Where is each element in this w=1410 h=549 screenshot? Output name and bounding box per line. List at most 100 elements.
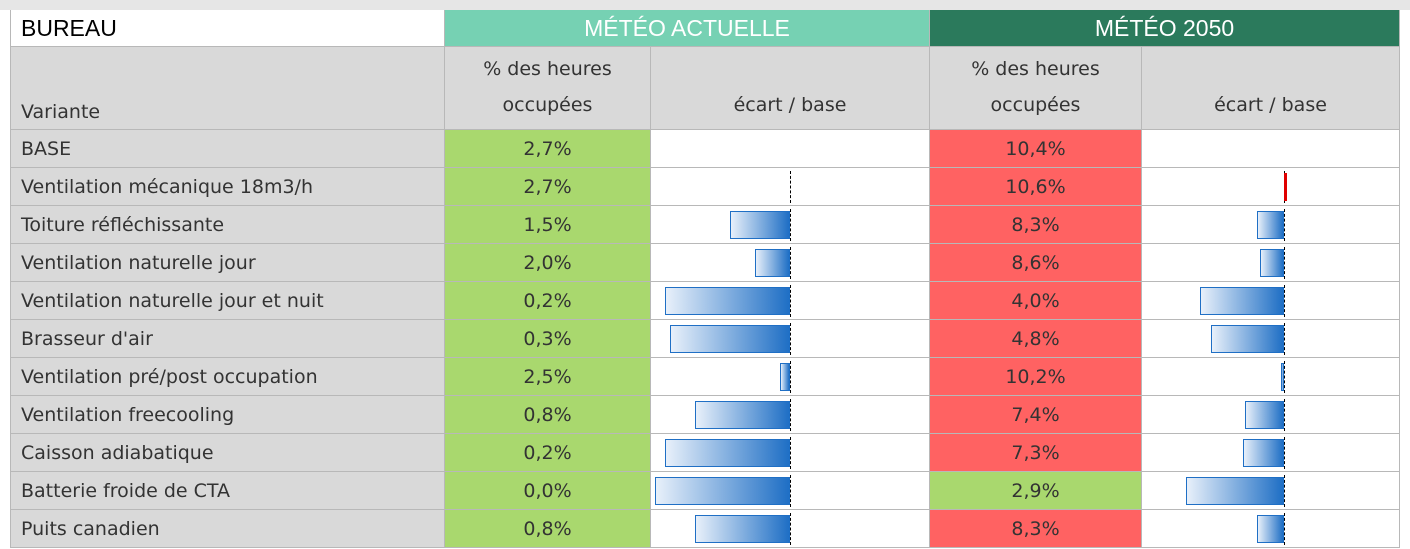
axis-line [1284, 513, 1285, 545]
ecart-cell [1142, 130, 1400, 168]
data-bar [670, 325, 790, 353]
percent-cell: 8,3% [930, 206, 1142, 244]
percent-cell: 4,8% [930, 320, 1142, 358]
ecart-cell [651, 510, 930, 548]
data-bar [1260, 249, 1284, 277]
axis-line [1284, 475, 1285, 507]
ecart-cell [651, 282, 930, 320]
column-header-line: écart / base [1214, 94, 1327, 116]
ecart-cell [1142, 510, 1400, 548]
title-cell: BUREAU [10, 10, 445, 47]
ecart-cell [1142, 472, 1400, 510]
axis-line [790, 475, 791, 507]
ecart-cell [651, 434, 930, 472]
variante-cell: Batterie froide de CTA [10, 472, 445, 510]
ecart-cell [1142, 282, 1400, 320]
column-header: écart / base [1142, 47, 1400, 130]
percent-cell: 2,0% [445, 244, 651, 282]
percent-cell: 1,5% [445, 206, 651, 244]
axis-line [1284, 323, 1285, 355]
percent-cell: 0,2% [445, 434, 651, 472]
data-bar [1281, 363, 1284, 391]
column-header: % des heures occupées [445, 47, 651, 130]
ecart-cell [651, 320, 930, 358]
column-header-line: % des heures [971, 58, 1100, 80]
ecart-cell [1142, 358, 1400, 396]
data-bar [655, 477, 790, 505]
percent-cell: 2,7% [445, 168, 651, 206]
percent-cell: 0,2% [445, 282, 651, 320]
percent-cell: 2,9% [930, 472, 1142, 510]
ecart-cell [1142, 206, 1400, 244]
variante-cell: BASE [10, 130, 445, 168]
data-bar [1256, 211, 1284, 239]
row-label-header: Variante [10, 47, 445, 130]
ecart-cell [651, 130, 930, 168]
percent-cell: 8,3% [930, 510, 1142, 548]
data-bar [1200, 287, 1284, 315]
ecart-cell [651, 472, 930, 510]
percent-cell: 0,8% [445, 396, 651, 434]
axis-line [790, 209, 791, 241]
axis-line [790, 513, 791, 545]
data-bar [1186, 477, 1284, 505]
data-bar [1210, 325, 1284, 353]
variante-cell: Ventilation freecooling [10, 396, 445, 434]
axis-line [1284, 247, 1285, 279]
percent-cell: 10,6% [930, 168, 1142, 206]
axis-line [1284, 209, 1285, 241]
axis-line [790, 247, 791, 279]
variante-cell: Toiture réfléchissante [10, 206, 445, 244]
variante-cell: Puits canadien [10, 510, 445, 548]
ecart-cell [1142, 320, 1400, 358]
percent-cell: 0,0% [445, 472, 651, 510]
data-bar [1244, 401, 1284, 429]
column-header: % des heures occupées [930, 47, 1142, 130]
percent-cell: 7,4% [930, 396, 1142, 434]
axis-line [790, 171, 791, 203]
axis-line [790, 323, 791, 355]
variante-cell: Ventilation naturelle jour [10, 244, 445, 282]
percent-cell: 2,5% [445, 358, 651, 396]
data-bar [665, 287, 790, 315]
axis-line [1284, 285, 1285, 317]
column-header-line: occupées [502, 94, 593, 116]
axis-line [1284, 361, 1285, 393]
ecart-cell [1142, 244, 1400, 282]
column-header-line: écart / base [733, 94, 847, 116]
ecart-cell [1142, 434, 1400, 472]
axis-line [1284, 437, 1285, 469]
variante-cell: Ventilation pré/post occupation [10, 358, 445, 396]
variante-cell: Brasseur d'air [10, 320, 445, 358]
percent-cell: 7,3% [930, 434, 1142, 472]
variante-cell: Ventilation mécanique 18m3/h [10, 168, 445, 206]
data-bar [695, 515, 790, 543]
data-bar [755, 249, 790, 277]
group-header: MÉTÉO 2050 [930, 10, 1400, 47]
percent-cell: 8,6% [930, 244, 1142, 282]
percent-cell: 4,0% [930, 282, 1142, 320]
data-bar [1256, 515, 1284, 543]
data-bar [665, 439, 790, 467]
percent-cell: 0,3% [445, 320, 651, 358]
percent-cell: 10,4% [930, 130, 1142, 168]
ecart-cell [651, 358, 930, 396]
percent-cell: 0,8% [445, 510, 651, 548]
axis-line [790, 285, 791, 317]
column-header-line: occupées [990, 94, 1081, 116]
ecart-cell [1142, 168, 1400, 206]
percent-cell: 10,2% [930, 358, 1142, 396]
column-header: écart / base [651, 47, 930, 130]
data-bar [730, 211, 790, 239]
data-bar [695, 401, 790, 429]
axis-line [790, 361, 791, 393]
ecart-cell [651, 396, 930, 434]
ecart-cell [651, 168, 930, 206]
variante-cell: Ventilation naturelle jour et nuit [10, 282, 445, 320]
data-bar [1284, 173, 1287, 201]
axis-line [790, 437, 791, 469]
data-bar [1243, 439, 1284, 467]
percent-cell: 2,7% [445, 130, 651, 168]
data-bar [780, 363, 790, 391]
